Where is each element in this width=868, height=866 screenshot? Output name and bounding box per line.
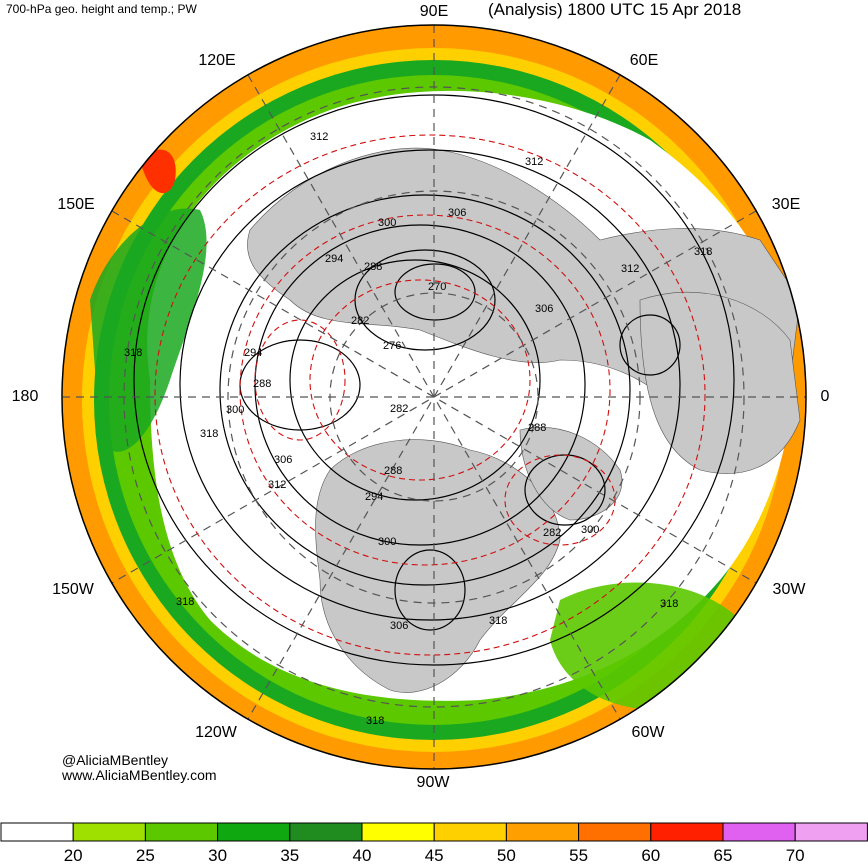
contour-label-layer: 312 312 312 312 300 300 300 300 306 306 …: [124, 131, 712, 727]
colorbar: [0, 822, 868, 842]
pw-patch-pacific: [90, 208, 207, 452]
lon-label-90w: 90W: [416, 774, 450, 791]
graticule: [62, 25, 806, 769]
temp-contour-c: [309, 279, 531, 481]
colorbar-cell: [794, 822, 868, 842]
colorbar-cell: [578, 822, 652, 842]
contour-label: 312: [268, 479, 286, 491]
latitude-circle-mid: [227, 190, 641, 604]
contour-270: [394, 263, 476, 321]
contour-label: 312: [525, 156, 543, 168]
contour-label: 282: [543, 527, 561, 539]
contour-label: 294: [365, 491, 383, 503]
contour-label: 288: [253, 378, 271, 390]
colorbar-cell: [0, 822, 74, 842]
colorbar-cell: [217, 822, 291, 842]
height-contours: [133, 94, 735, 666]
contour-312: [179, 149, 681, 621]
lon-label-150w: 150W: [52, 581, 94, 598]
colorbar-tick-label: 70: [785, 846, 805, 865]
credit-website: www.AliciaMBentley.com: [62, 767, 217, 783]
colorbar-tick-label: 35: [280, 846, 300, 865]
lon-label-30e: 30E: [771, 196, 801, 213]
contour-label: 312: [310, 131, 328, 143]
colorbar-cell: [144, 822, 219, 842]
contour-label: 288: [364, 261, 382, 273]
north-america-land: [315, 439, 561, 693]
meridian-30e-150w: [111, 210, 757, 584]
latitude-circle-outer: [123, 86, 745, 708]
contour-label: 306: [448, 207, 466, 219]
contour-label: 282: [390, 403, 408, 415]
contour-294: [289, 259, 541, 501]
lon-label-60w: 60W: [631, 724, 665, 741]
polar-map: 312 312 312 312 300 300 300 300 306 306 …: [61, 24, 807, 770]
colorbar-cell: [361, 822, 435, 842]
colorbar-tick-label: 55: [569, 846, 589, 865]
contour-label: 276: [383, 340, 401, 352]
temp-contour-b: [239, 214, 611, 566]
contour-label: 318: [176, 596, 194, 608]
temp-contour-e: [504, 454, 616, 546]
colorbar-cell: [505, 822, 580, 842]
temp-contour-d: [254, 319, 346, 441]
contour-label: 300: [378, 217, 396, 229]
colorbar-cell: [722, 822, 796, 842]
colorbar-tick-label: 65: [713, 846, 733, 865]
lon-label-60e: 60E: [629, 52, 659, 69]
lon-label-120e: 120E: [198, 52, 236, 69]
lon-label-0: 0: [820, 388, 830, 405]
colorbar-cell: [289, 822, 363, 842]
lon-label-90e: 90E: [419, 3, 449, 20]
contour-306: [219, 194, 631, 586]
contour-label: 288: [528, 422, 546, 434]
contour-label: 312: [621, 263, 639, 275]
pw-patch-warm: [140, 149, 176, 194]
contour-label: 300: [226, 404, 244, 416]
colorbar-tick-label: 50: [496, 846, 516, 865]
lon-label-120w: 120W: [195, 724, 237, 741]
contour-label: 318: [489, 615, 507, 627]
contour-label: 300: [581, 524, 599, 536]
colorbar-tick-label: 40: [352, 846, 372, 865]
contour-label: 270: [428, 281, 446, 293]
contour-282: [354, 249, 496, 351]
contour-label: 318: [660, 598, 678, 610]
contour-label: 306: [390, 620, 408, 632]
colorbar-tick-label: 25: [135, 846, 155, 865]
contour-label: 288: [384, 465, 402, 477]
contour-label: 300: [378, 536, 396, 548]
colorbar-cell: [72, 822, 146, 842]
contour-label: 318: [124, 347, 142, 359]
map-border: [61, 24, 807, 770]
credit-handle: @AliciaMBentley: [62, 752, 169, 768]
latitude-circle-inner: [329, 292, 539, 502]
colorbar-tick-label: 45: [424, 846, 444, 865]
contour-label: 306: [535, 303, 553, 315]
colorbar-cell: [433, 822, 507, 842]
lon-label-150e: 150E: [57, 196, 95, 213]
contour-label: 294: [244, 347, 262, 359]
contour-label: 318: [694, 246, 712, 258]
colorbar-tick-label: 30: [208, 846, 228, 865]
contour-low-ne: [619, 314, 681, 376]
contour-label: 282: [351, 315, 369, 327]
lon-label-180: 180: [11, 388, 39, 405]
colorbar-cell: [650, 822, 724, 842]
colorbar-tick-label: 20: [63, 846, 83, 865]
contour-label: 294: [325, 253, 343, 265]
africa-europe-land: [639, 291, 801, 474]
contour-label: 306: [274, 454, 292, 466]
contour-label: 318: [366, 715, 384, 727]
colorbar-tick-label: 60: [641, 846, 661, 865]
map-title-left: 700-hPa geo. height and temp.; PW: [6, 2, 197, 16]
contour-label: 318: [200, 428, 218, 440]
contour-low-s: [394, 549, 466, 631]
temperature-contours: [154, 134, 706, 656]
map-title-right: (Analysis) 1800 UTC 15 Apr 2018: [488, 0, 742, 19]
lon-label-30w: 30W: [772, 581, 806, 598]
temp-contour-a: [154, 134, 706, 656]
